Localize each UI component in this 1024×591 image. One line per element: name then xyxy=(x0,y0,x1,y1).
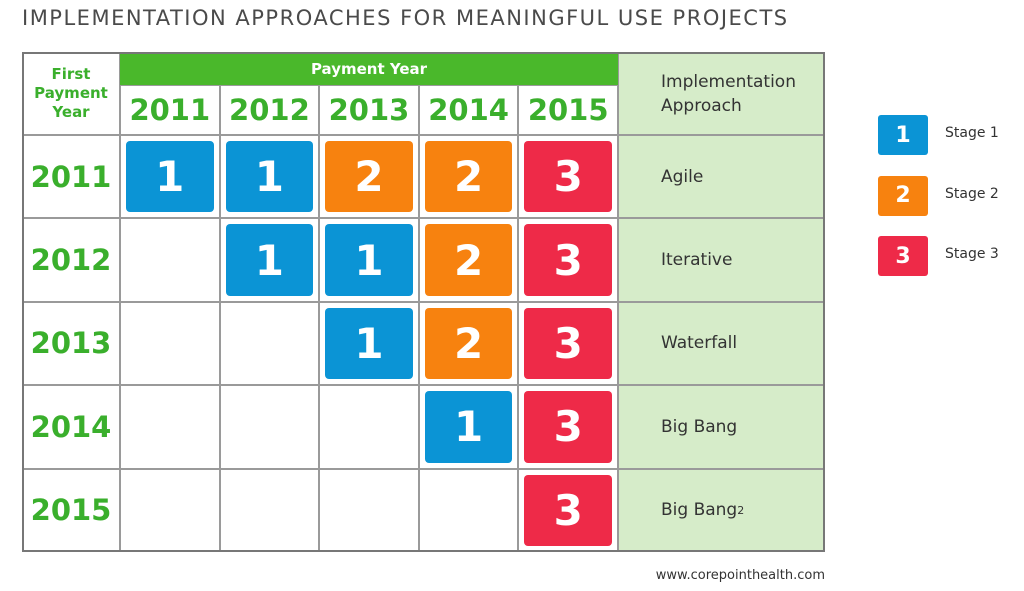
row-year: 2011 xyxy=(22,135,120,219)
legend-label: Stage 2 xyxy=(945,185,999,202)
approach: Agile xyxy=(661,166,704,187)
approach: Waterfall xyxy=(661,333,738,354)
table-cell: 2 xyxy=(418,135,519,219)
row-year: 2014 xyxy=(22,385,120,469)
table-cell xyxy=(120,468,220,552)
table-cell xyxy=(319,385,419,469)
table-cell: 3 xyxy=(518,468,618,552)
approach-cell: Big Bang 2 xyxy=(618,468,825,552)
table-cell: 2 xyxy=(319,135,419,219)
table-cell: 1 xyxy=(418,385,519,469)
table-cell: 3 xyxy=(518,218,618,302)
column-year: 2013 xyxy=(319,85,419,135)
row-year: 2013 xyxy=(22,301,120,386)
stage-badge: 3 xyxy=(524,224,612,296)
column-year: 2011 xyxy=(120,85,220,135)
table-cell: 1 xyxy=(120,135,220,219)
approach-header: Implementation Approach xyxy=(618,52,825,135)
table-cell xyxy=(219,385,320,469)
legend-swatch: 2 xyxy=(878,175,928,216)
approach: Big Bang xyxy=(661,500,738,521)
approach-superscript: 2 xyxy=(737,503,745,517)
stage-badge: 1 xyxy=(325,307,413,380)
stage-badge: 2 xyxy=(424,307,513,380)
approach-cell: Big Bang xyxy=(618,385,825,469)
table-cell xyxy=(120,301,220,386)
stage-badge: 3 xyxy=(524,474,612,546)
table-cell xyxy=(418,468,519,552)
title: IMPLEMENTATION APPROACHES FOR MEANINGFUL… xyxy=(22,6,789,30)
table-cell xyxy=(219,468,320,552)
stage-badge: 1 xyxy=(325,224,413,296)
approach-cell: Iterative xyxy=(618,218,825,302)
stage-badge: 3 xyxy=(524,391,612,463)
table-cell: 1 xyxy=(319,218,419,302)
table-cell xyxy=(219,301,320,386)
table-cell: 3 xyxy=(518,301,618,386)
payment-year-header: Payment Year xyxy=(120,52,618,85)
legend-label: Stage 3 xyxy=(945,246,999,262)
row-year: 2012 xyxy=(22,218,120,302)
stage-badge: 1 xyxy=(225,141,314,213)
legend-label: Stage 1 xyxy=(945,125,999,141)
legend-swatch: 1 xyxy=(878,115,928,155)
stage-badge: 1 xyxy=(424,391,513,463)
table-cell: 1 xyxy=(219,135,320,219)
stage-badge: 3 xyxy=(524,141,612,213)
approach: Iterative xyxy=(661,250,733,271)
table-cell: 1 xyxy=(319,301,419,386)
column-year: 2014 xyxy=(418,85,519,135)
stage-badge: 3 xyxy=(524,307,612,380)
table-cell xyxy=(319,468,419,552)
table-cell: 2 xyxy=(418,301,519,386)
row-year: 2015 xyxy=(22,468,120,552)
table-cell: 2 xyxy=(418,218,519,302)
stage-badge: 1 xyxy=(225,224,314,296)
stage-badge: 1 xyxy=(126,141,214,213)
first-year-header: First Payment Year xyxy=(22,52,120,135)
approach-cell: Agile xyxy=(618,135,825,219)
approach-cell: Waterfall xyxy=(618,301,825,386)
legend-swatch: 3 xyxy=(878,236,928,276)
stage-badge: 2 xyxy=(424,224,513,296)
table-cell xyxy=(120,385,220,469)
approach: Big Bang xyxy=(661,416,738,437)
table-cell: 1 xyxy=(219,218,320,302)
footer: www.corepointhealth.com xyxy=(655,568,825,583)
column-year: 2015 xyxy=(518,85,618,135)
column-year: 2012 xyxy=(219,85,320,135)
stage-badge: 2 xyxy=(424,141,513,213)
table-cell: 3 xyxy=(518,135,618,219)
table-cell: 3 xyxy=(518,385,618,469)
stage-badge: 2 xyxy=(325,141,413,213)
table-cell xyxy=(120,218,220,302)
